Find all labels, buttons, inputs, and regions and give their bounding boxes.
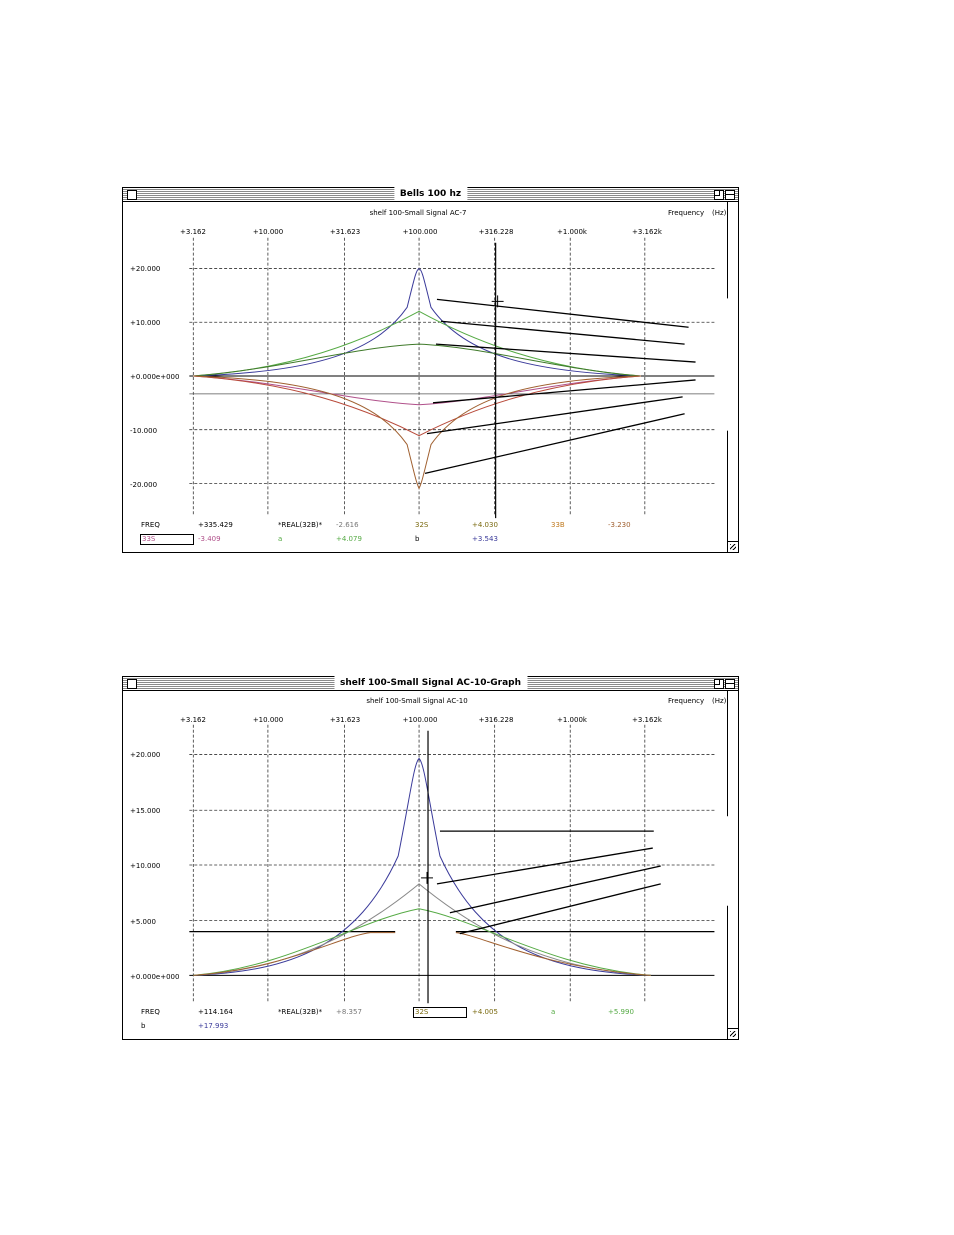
window-title: shelf 100-Small Signal AC-10-Graph: [334, 676, 527, 690]
plot-subtitle: shelf 100-Small Signal AC-7: [369, 209, 467, 217]
x-axis-label: Frequency: [668, 209, 705, 217]
curve-green-mid: [193, 908, 651, 976]
curve-red-down: [193, 375, 641, 437]
curve-green-up: [193, 310, 641, 377]
x-tick-label: +1.000k: [557, 716, 587, 724]
readout-value: +4.005: [472, 1008, 498, 1016]
y-tick-label: +10.000: [130, 319, 161, 327]
readout-label: b: [141, 1022, 146, 1030]
x-tick-label: +3.162k: [632, 228, 662, 236]
readout-label: 32S: [415, 521, 429, 529]
trace-select-field[interactable]: [140, 534, 194, 545]
collapse-box-icon[interactable]: [725, 679, 735, 689]
curve-brown-low2: [455, 932, 651, 976]
crosshair-icon: [421, 871, 433, 884]
readout-label: *REAL(32B)*: [278, 1008, 323, 1016]
readout-value: +335.429: [198, 521, 233, 529]
close-box-icon[interactable]: [127, 679, 137, 689]
readout-label: 33S: [142, 535, 156, 543]
curve-blue-up: [193, 268, 641, 377]
scroll-gap: [714, 298, 737, 431]
readout-label: a: [551, 1008, 556, 1016]
title-bar[interactable]: shelf 100-Small Signal AC-10-Graph: [123, 676, 738, 691]
window-title: Bells 100 hz: [393, 187, 468, 201]
x-axis-unit: (Hz): [712, 209, 727, 217]
x-tick-label: +1.000k: [557, 228, 587, 236]
curve-pink-down: [193, 375, 641, 406]
x-tick-label: +316.228: [478, 716, 514, 724]
zoom-box-icon[interactable]: [714, 679, 724, 689]
readout-label: FREQ: [141, 521, 160, 529]
readout-value: +3.543: [472, 535, 498, 543]
y-tick-label: +20.000: [130, 751, 161, 759]
trace-select-field[interactable]: [413, 1007, 467, 1018]
x-tick-label: +31.623: [329, 716, 361, 724]
x-tick-label: +3.162: [180, 228, 206, 236]
callout-lines: [424, 298, 696, 475]
grid-lines: [189, 237, 715, 517]
curve-blue-peak: [193, 757, 651, 976]
readout-value: +8.357: [336, 1008, 362, 1016]
readout-value: +5.990: [608, 1008, 634, 1016]
y-tick-label: +5.000: [130, 918, 156, 926]
readout-value: -3.230: [608, 521, 631, 529]
readout-value: +17.993: [198, 1022, 229, 1030]
graph-window-shelf: shelf 100-Small Signal AC-10-Graph shelf…: [122, 676, 739, 1040]
readout-label: FREQ: [141, 1008, 160, 1016]
grid-lines: [189, 724, 715, 1004]
x-tick-label: +31.623: [329, 228, 361, 236]
readout-label: 33B: [551, 521, 565, 529]
y-tick-label: +20.000: [130, 265, 161, 273]
x-tick-label: +100.000: [402, 716, 438, 724]
curve-brown-low: [193, 932, 396, 976]
readout-value: +4.030: [472, 521, 498, 529]
readout-value: -3.409: [198, 535, 221, 543]
curve-gray-mid: [193, 883, 651, 976]
x-tick-label: +316.228: [478, 228, 514, 236]
resize-grip-icon[interactable]: [727, 541, 738, 552]
readout-value: +114.164: [198, 1008, 233, 1016]
y-tick-label: +10.000: [130, 862, 161, 870]
plot-subtitle: shelf 100-Small Signal AC-10: [366, 697, 468, 705]
y-tick-label: -10.000: [130, 427, 158, 435]
y-tick-label: +15.000: [130, 807, 161, 815]
x-tick-label: +10.000: [252, 716, 284, 724]
response-plot[interactable]: [123, 188, 738, 552]
readout-label: *REAL(32B)*: [278, 521, 323, 529]
y-tick-label: +0.000e+000: [130, 373, 180, 381]
readout-value: -2.616: [336, 521, 359, 529]
readout-label: 32S: [415, 1008, 429, 1016]
x-tick-label: +3.162k: [632, 716, 662, 724]
scroll-gap: [714, 816, 737, 906]
curve-brown-down: [193, 375, 641, 490]
callout-lines: [436, 830, 661, 935]
readout-value: +4.079: [336, 535, 362, 543]
x-axis-unit: (Hz): [712, 697, 727, 705]
x-tick-label: +100.000: [402, 228, 438, 236]
y-tick-label: +0.000e+000: [130, 973, 180, 981]
readout-label: b: [415, 535, 420, 543]
collapse-box-icon[interactable]: [725, 190, 735, 200]
close-box-icon[interactable]: [127, 190, 137, 200]
x-tick-label: +10.000: [252, 228, 284, 236]
resize-grip-icon[interactable]: [727, 1028, 738, 1039]
x-axis-label: Frequency: [668, 697, 705, 705]
response-plot[interactable]: [123, 677, 738, 1039]
graph-window-bells: Bells 100 hz shelf 100-Small Signal AC-7…: [122, 187, 739, 553]
x-tick-label: +3.162: [180, 716, 206, 724]
readout-label: a: [278, 535, 283, 543]
crosshair-icon: [491, 295, 504, 308]
curve-dkgreen-up: [193, 343, 641, 377]
zoom-box-icon[interactable]: [714, 190, 724, 200]
y-tick-label: -20.000: [130, 481, 158, 489]
title-bar[interactable]: Bells 100 hz: [123, 187, 738, 202]
